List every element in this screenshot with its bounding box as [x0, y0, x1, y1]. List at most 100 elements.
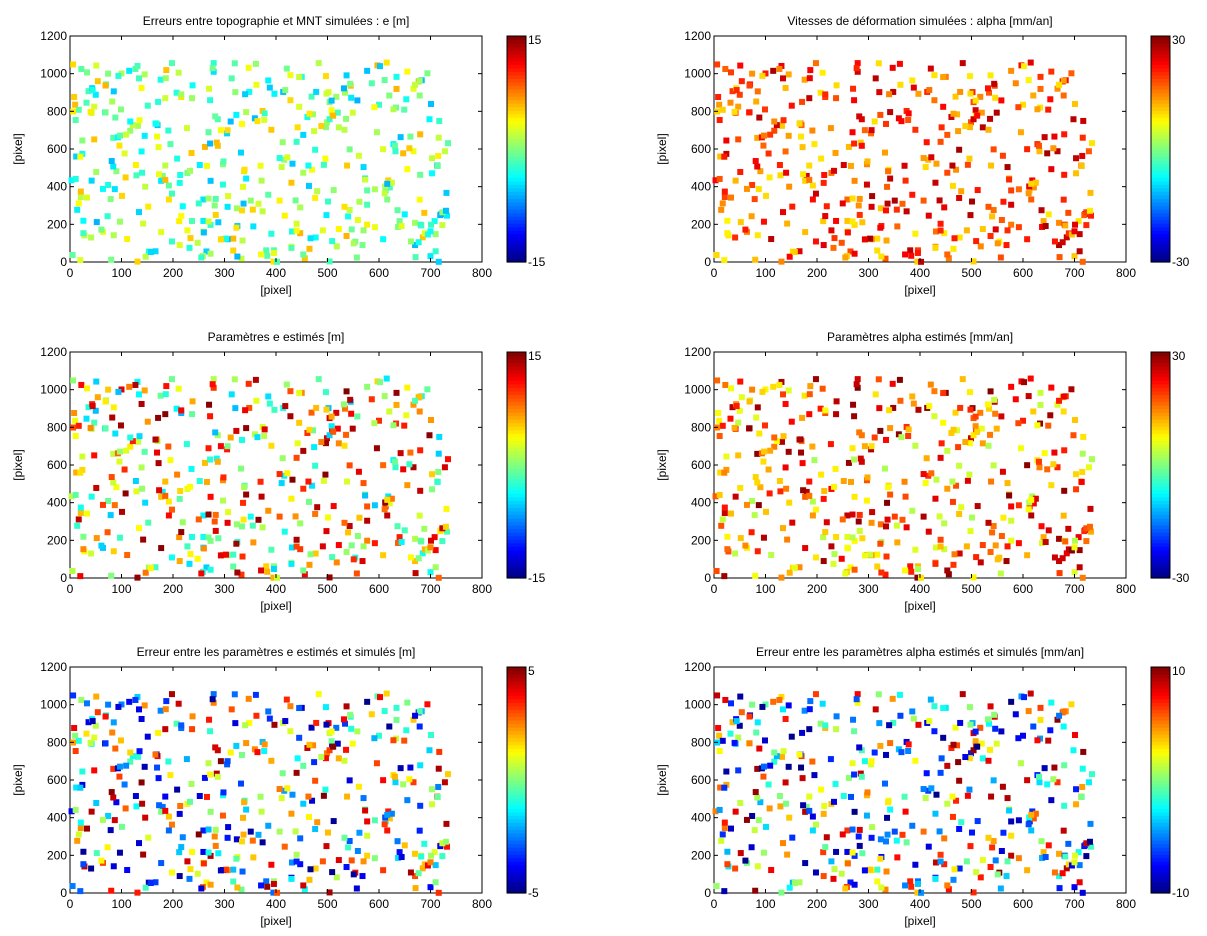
x-tick-label: 300 [214, 582, 234, 596]
scatter-marker [261, 426, 268, 433]
scatter-marker [903, 208, 910, 215]
scatter-marker [412, 570, 419, 577]
colorbar-segment [1151, 822, 1170, 827]
scatter-marker [281, 156, 288, 163]
scatter-marker [721, 194, 728, 201]
scatter-marker [271, 90, 278, 97]
scatter-marker [154, 764, 161, 771]
scatter-marker [925, 472, 932, 479]
scatter-marker [839, 516, 846, 523]
chart-title: Vitesses de déformation simulées : alpha… [787, 14, 1052, 28]
scatter-marker [827, 125, 834, 132]
colorbar-segment [507, 521, 526, 526]
scatter-marker [763, 192, 770, 199]
colorbar-segment [1151, 737, 1170, 742]
scatter-marker [136, 117, 143, 124]
scatter-marker [77, 510, 84, 517]
scatter-marker [761, 737, 768, 744]
scatter-marker [393, 85, 400, 92]
scatter-marker [354, 848, 361, 855]
colorbar-segment [1151, 254, 1170, 260]
colorbar-segment [1151, 450, 1170, 456]
scatter-marker [83, 194, 90, 201]
scatter-marker [108, 572, 115, 579]
scatter-marker [856, 744, 863, 751]
scatter-marker [1044, 150, 1051, 157]
scatter-marker [212, 195, 219, 202]
scatter-marker [265, 708, 272, 715]
scatter-marker [937, 536, 944, 543]
scatter-marker [1041, 765, 1048, 772]
colorbar-segment [507, 412, 526, 417]
scatter-marker [868, 127, 875, 134]
scatter-marker [306, 426, 313, 433]
scatter-marker [112, 114, 119, 121]
scatter-marker [987, 703, 994, 710]
scatter-marker [144, 418, 151, 425]
scatter-marker [784, 536, 791, 543]
y-tick-label: 200 [691, 533, 711, 547]
scatter-marker [421, 209, 428, 216]
scatter-marker [713, 252, 720, 259]
scatter-marker [388, 810, 395, 817]
scatter-marker [343, 388, 350, 395]
colorbar-segment [1151, 99, 1170, 104]
scatter-marker [167, 141, 174, 148]
scatter-marker [141, 387, 148, 394]
scatter-marker [966, 471, 973, 478]
scatter-marker [754, 404, 761, 411]
scatter-marker [200, 545, 207, 552]
scatter-marker [215, 535, 222, 542]
scatter-marker [247, 513, 254, 520]
scatter-marker [72, 491, 79, 498]
scatter-marker [918, 574, 925, 581]
colorbar-segment [1151, 359, 1170, 364]
scatter-marker [863, 812, 870, 819]
scatter-marker [753, 98, 760, 105]
colorbar-segment [1151, 205, 1170, 210]
scatter-marker [442, 523, 449, 530]
scatter-marker [783, 169, 790, 176]
scatter-marker [360, 227, 367, 234]
scatter-marker [1048, 482, 1055, 489]
scatter-marker [853, 65, 860, 72]
scatter-marker [297, 546, 304, 553]
scatter-marker [246, 719, 253, 726]
scatter-marker [902, 251, 909, 258]
scatter-marker [809, 758, 816, 765]
scatter-marker [266, 84, 273, 91]
scatter-marker [305, 478, 312, 485]
scatter-marker [994, 556, 1001, 563]
scatter-marker [110, 479, 117, 486]
scatter-marker [263, 563, 270, 570]
scatter-marker [184, 227, 191, 234]
scatter-marker [213, 455, 220, 462]
scatter-marker [136, 209, 143, 216]
scatter-marker [168, 869, 175, 876]
scatter-marker [778, 753, 785, 760]
scatter-marker [288, 244, 295, 251]
scatter-marker [972, 107, 979, 114]
x-tick-label: 300 [858, 897, 878, 911]
scatter-marker [394, 523, 401, 530]
y-tick-label: 800 [691, 104, 711, 118]
scatter-marker [992, 410, 999, 417]
scatter-marker [717, 469, 724, 476]
colorbar-segment [1151, 408, 1170, 413]
scatter-marker [168, 554, 175, 561]
scatter-marker [1065, 840, 1072, 847]
scatter-marker [823, 834, 830, 841]
scatter-marker [278, 480, 285, 487]
scatter-marker [121, 150, 128, 157]
scatter-marker [134, 378, 141, 385]
scatter-marker [381, 506, 388, 513]
scatter-marker [1056, 397, 1063, 404]
scatter-marker [812, 238, 819, 245]
scatter-marker [254, 118, 261, 125]
scatter-marker [967, 406, 974, 413]
scatter-marker [1061, 762, 1068, 769]
scatter-marker [335, 124, 342, 131]
scatter-marker [138, 464, 145, 471]
scatter-marker [990, 146, 997, 153]
scatter-marker [93, 168, 100, 175]
